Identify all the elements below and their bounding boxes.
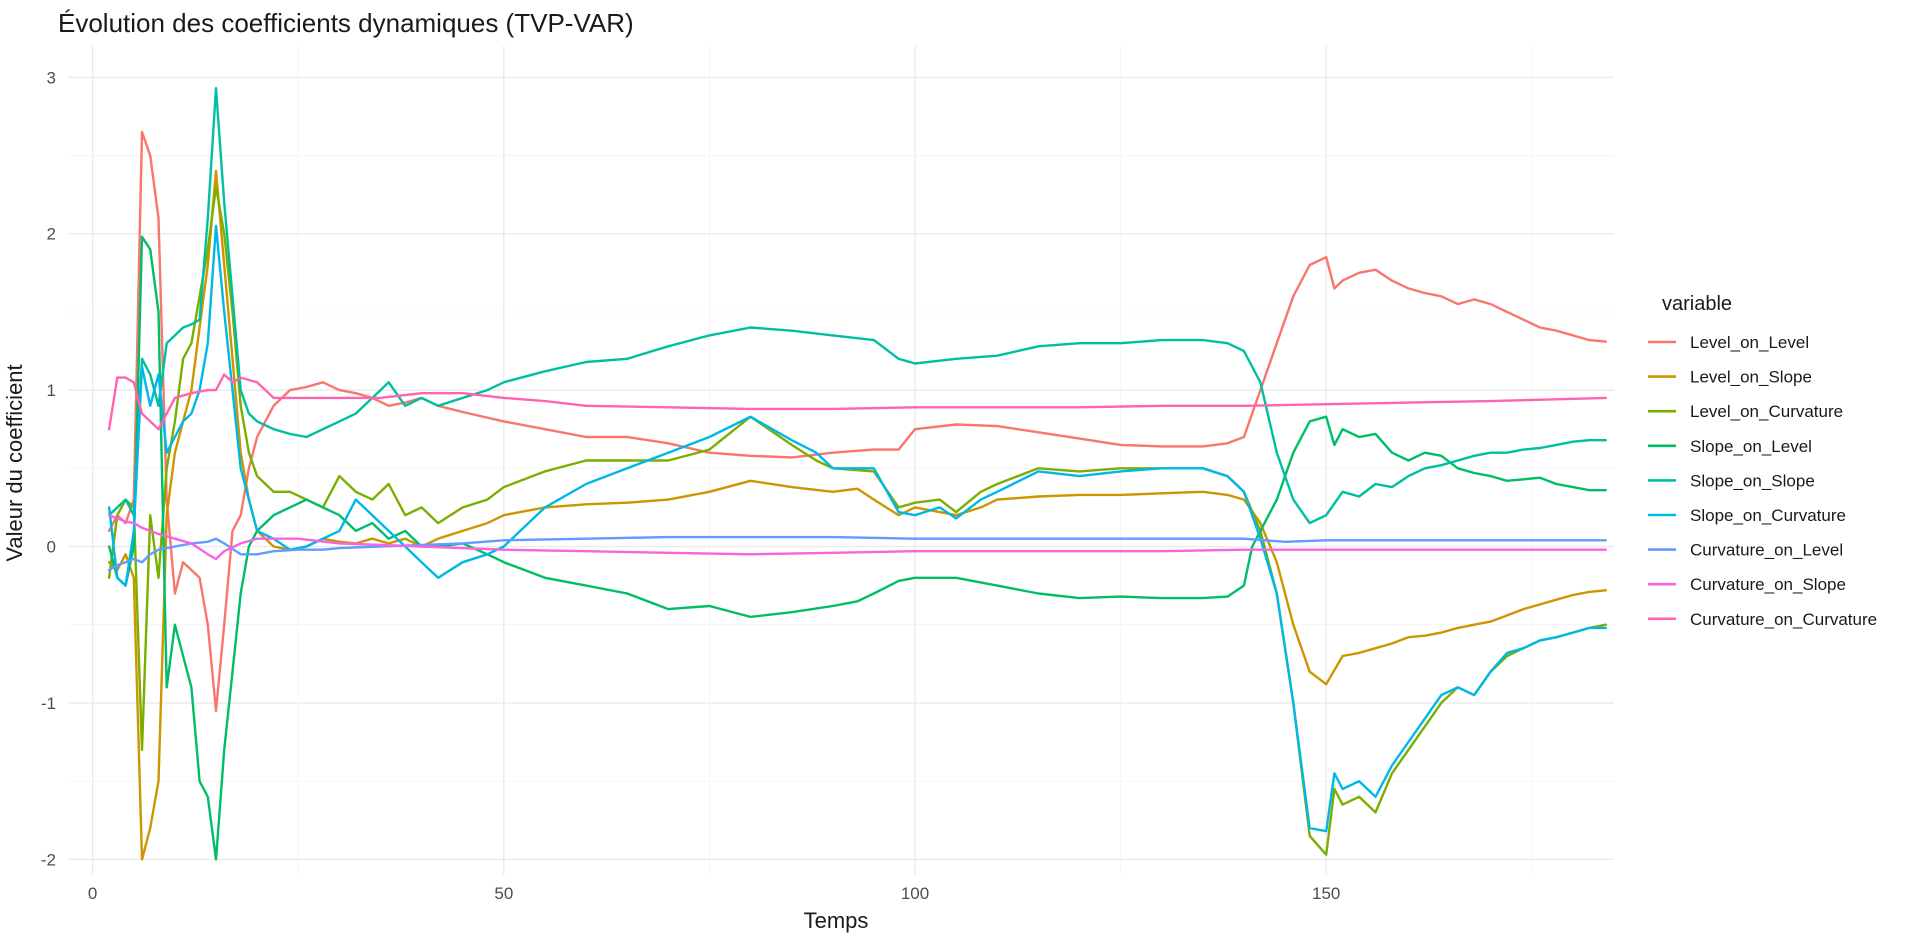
legend-label: Curvature_on_Slope (1690, 575, 1846, 594)
y-tick-label: 0 (47, 538, 56, 557)
legend-item: Slope_on_Curvature (1648, 506, 1846, 525)
chart-title: Évolution des coefficients dynamiques (T… (58, 8, 634, 38)
series-line-slope-on-level (107, 235, 1607, 861)
legend-label: Curvature_on_Level (1690, 541, 1843, 560)
series-line-slope-on-curvature (107, 224, 1607, 833)
legend-item: Level_on_Level (1648, 333, 1809, 352)
series-line-slope-on-slope (107, 87, 1607, 525)
legend-item: Curvature_on_Level (1648, 541, 1843, 560)
y-tick-label: -1 (41, 694, 56, 713)
series-lines (107, 87, 1607, 861)
y-tick-label: 3 (47, 68, 56, 87)
legend-label: Level_on_Slope (1690, 368, 1812, 387)
legend-items: Level_on_Level Level_on_Slope Level_on_Cur… (1648, 333, 1877, 629)
legend-label: Curvature_on_Curvature (1690, 610, 1877, 629)
series-line-level-on-slope (107, 169, 1607, 861)
series-line-curvature-on-curvature (107, 373, 1607, 431)
x-axis-label: Temps (804, 908, 869, 933)
legend-item: Curvature_on_Slope (1648, 575, 1846, 594)
x-tick-label: 50 (494, 884, 513, 903)
series-line-level-on-level (107, 130, 1607, 712)
legend-label: Slope_on_Slope (1690, 471, 1815, 490)
y-axis-ticks: -2 -1 0 1 2 3 (41, 68, 56, 869)
legend-label: Slope_on_Curvature (1690, 506, 1846, 525)
legend-item: Curvature_on_Curvature (1648, 610, 1877, 629)
chart-legend: variable Level_on_LevelLevel_on_SlopeLev… (1648, 293, 1877, 629)
x-tick-label: 100 (901, 884, 929, 903)
series-line-level-on-curvature (107, 185, 1607, 856)
y-axis-label: Valeur du coefficient (2, 364, 27, 561)
legend-item: Slope_on_Slope (1648, 471, 1815, 490)
legend-item: Level_on_Slope (1648, 368, 1812, 387)
series-line-curvature-on-slope (107, 514, 1607, 561)
legend-item: Level_on_Curvature (1648, 402, 1843, 421)
x-tick-label: 0 (88, 884, 97, 903)
y-tick-label: -2 (41, 850, 56, 869)
y-tick-label: 2 (47, 225, 56, 244)
legend-label: Level_on_Curvature (1690, 402, 1843, 421)
x-tick-label: 150 (1312, 884, 1340, 903)
series-line-curvature-on-level (107, 535, 1607, 572)
legend-label: Level_on_Level (1690, 333, 1809, 352)
legend-title: variable (1662, 293, 1732, 315)
y-tick-label: 1 (47, 381, 56, 400)
x-axis-ticks: 0 50 100 150 (88, 884, 1340, 903)
grid-lines (68, 46, 1614, 875)
legend-item: Slope_on_Level (1648, 437, 1812, 456)
legend-label: Slope_on_Level (1690, 437, 1812, 456)
